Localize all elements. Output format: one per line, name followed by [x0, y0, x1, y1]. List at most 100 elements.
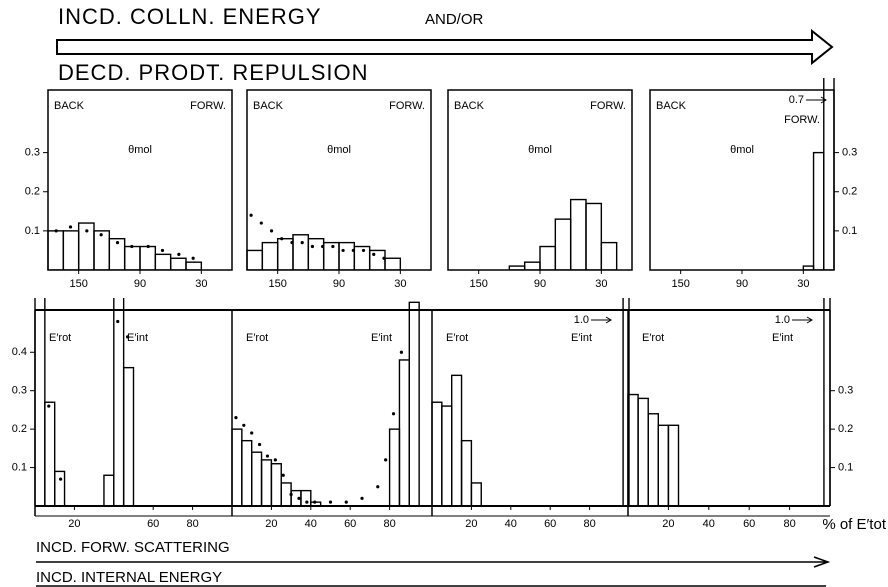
- data-point: [265, 454, 270, 458]
- data-point: [344, 500, 348, 504]
- data-point: [242, 423, 246, 427]
- data-point: [99, 233, 103, 237]
- histogram-bar: [54, 470, 66, 506]
- x-tick-label: 40: [505, 518, 517, 530]
- x-tick-label: 40: [703, 518, 715, 530]
- series-label: E′int: [371, 332, 392, 344]
- series-label: E′rot: [446, 332, 468, 344]
- data-point: [372, 252, 376, 256]
- back-label: BACK: [656, 100, 687, 112]
- header-line2: DECD. PRODT. REPULSION: [58, 60, 369, 85]
- histogram-bar: [185, 261, 203, 270]
- data-point: [250, 431, 254, 435]
- panel: [246, 213, 402, 270]
- x-tick-label: 60: [344, 518, 356, 530]
- histogram-bar: [122, 366, 135, 506]
- y-tick-label: 0.2: [842, 186, 857, 198]
- data-point: [257, 442, 262, 447]
- x-tick-label: 20: [68, 518, 80, 530]
- histogram-bar: [261, 241, 279, 270]
- data-point: [328, 500, 333, 504]
- panel: [508, 198, 618, 270]
- histogram-bar: [398, 359, 411, 506]
- histogram-bar: [246, 249, 264, 270]
- off-scale-label: 0.7: [789, 94, 804, 106]
- off-scale-arrow: [591, 316, 612, 324]
- panel-title: θmol: [327, 144, 351, 156]
- data-point: [54, 229, 58, 233]
- y-tick-label: 0.2: [838, 423, 853, 435]
- data-point: [273, 458, 277, 462]
- off-scale-arrow: [806, 96, 827, 104]
- x-unit: % of E′tot: [822, 516, 887, 533]
- data-point: [249, 213, 253, 217]
- data-point: [382, 256, 386, 260]
- data-point: [68, 225, 73, 229]
- x-tick-label: 60: [147, 518, 159, 530]
- data-point: [115, 241, 120, 245]
- histogram-bar: [93, 230, 111, 270]
- x-tick-label: 30: [595, 278, 607, 290]
- histogram-bar: [441, 405, 453, 506]
- x-tick-label: 40: [305, 518, 317, 530]
- x-tick-label: 80: [383, 518, 395, 530]
- panel-title: θmol: [528, 144, 552, 156]
- off-scale-label: 1.0: [775, 314, 790, 326]
- histogram-bar: [384, 257, 402, 270]
- data-point: [116, 319, 120, 324]
- data-point: [310, 244, 315, 249]
- data-point: [313, 500, 317, 504]
- histogram-bar: [460, 439, 473, 506]
- data-point: [289, 492, 293, 497]
- data-point: [384, 458, 388, 462]
- y-tick-label: 0.1: [12, 461, 27, 473]
- x-tick-label: 20: [265, 518, 277, 530]
- forw-label: FORW.: [190, 100, 226, 112]
- histogram-bar: [260, 459, 273, 506]
- forw-label: FORW.: [389, 100, 425, 112]
- histogram-bar: [300, 489, 312, 506]
- panel-frame: [47, 89, 233, 271]
- y-tick-label: 0.4: [12, 346, 27, 358]
- histogram-bar: [154, 253, 172, 270]
- off-scale-arrow: [792, 316, 813, 324]
- histogram-bar: [139, 245, 157, 270]
- data-point: [85, 229, 89, 233]
- histogram-bar: [44, 401, 56, 506]
- panel-title: θmol: [128, 144, 152, 156]
- histogram-bar: [539, 245, 557, 270]
- histogram-bar: [622, 298, 630, 506]
- data-point: [191, 256, 195, 260]
- histogram-bar: [523, 261, 541, 270]
- histogram-bar: [113, 298, 125, 506]
- histogram-bar: [585, 202, 603, 270]
- panel: [47, 222, 203, 270]
- x-tick-label: 90: [534, 278, 546, 290]
- histogram-bar: [667, 424, 680, 506]
- data-point: [331, 244, 335, 249]
- data-point: [280, 237, 284, 241]
- panel-title: θmol: [730, 144, 754, 156]
- series-label: E′int: [571, 332, 592, 344]
- y-tick-label: 0.3: [842, 147, 857, 159]
- off-scale-label: 1.0: [574, 314, 589, 326]
- histogram-bar: [554, 218, 572, 270]
- data-point: [281, 473, 285, 477]
- histogram-bar: [637, 397, 649, 506]
- histogram-bar: [123, 245, 141, 270]
- forw-label: FORW.: [590, 100, 626, 112]
- data-point: [351, 248, 355, 253]
- data-point: [376, 485, 380, 489]
- panel: [627, 298, 831, 506]
- x-tick-label: 30: [195, 278, 207, 290]
- data-point: [360, 496, 364, 500]
- data-point: [300, 241, 304, 245]
- histogram-bar: [338, 241, 356, 270]
- data-point: [259, 221, 263, 225]
- data-point: [361, 248, 366, 253]
- histogram-bar: [408, 301, 420, 506]
- data-point: [269, 229, 274, 233]
- x-tick-label: 150: [69, 278, 87, 290]
- header-line1: INCD. COLLN. ENERGY: [58, 4, 322, 29]
- series-label: E′int: [772, 332, 793, 344]
